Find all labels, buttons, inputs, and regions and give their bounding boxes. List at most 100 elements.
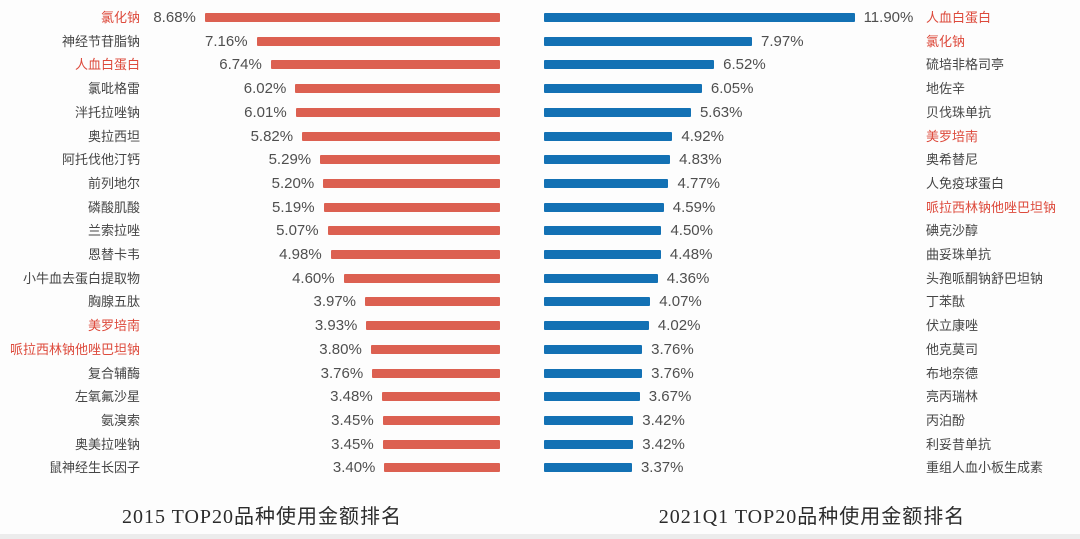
chart-row: 曲妥珠单抗 4.48% xyxy=(544,243,1080,267)
chart-2021q1-panel: 人血白蛋白 11.90% 氯化钠 7.97% 硫培非格司亭 6.52% 地佐辛 6.05% 贝伐… xyxy=(544,6,1080,480)
drug-name-label: 前列地尔 xyxy=(87,175,140,191)
drug-name-label: 鼠神经生长因子 xyxy=(48,460,140,476)
value-label: 3.80% xyxy=(319,340,362,358)
drug-name-label: 美罗培南 xyxy=(926,128,979,144)
drug-name-label: 他克莫司 xyxy=(926,341,979,357)
drug-name-label: 复合辅酶 xyxy=(87,365,140,381)
value-label: 11.90% xyxy=(863,9,914,26)
drug-name-label: 恩替卡韦 xyxy=(87,247,140,262)
drug-name-label: 美罗培南 xyxy=(87,318,140,334)
value-label: 3.76% xyxy=(651,340,694,358)
bar-2015 xyxy=(256,36,500,46)
drug-name-label: 头孢哌酮钠舒巴坦钠 xyxy=(926,270,1044,286)
chart-row: 头孢哌酮钠舒巴坦钠 4.36% xyxy=(544,267,1080,291)
value-label: 4.48% xyxy=(669,246,713,263)
bar-2015 xyxy=(370,344,500,354)
bar-2015 xyxy=(330,250,500,259)
chart-2015-caption: 2015 TOP20品种使用金额排名 xyxy=(121,506,403,528)
drug-name-label: 兰索拉唑 xyxy=(87,223,140,239)
value-label: 4.60% xyxy=(292,269,335,287)
bar-2021q1 xyxy=(544,297,651,307)
chart-row: 地佐辛 6.05% xyxy=(544,77,1080,101)
drug-name-label: 人血白蛋白 xyxy=(926,10,992,25)
value-label: 3.42% xyxy=(642,411,685,429)
chart-row: 小牛血去蛋白提取物 4.60% xyxy=(0,267,500,291)
bar-2015 xyxy=(204,13,500,22)
drug-name-label: 丁苯酞 xyxy=(926,294,966,310)
chart-row: 泮托拉唑钠 6.01% xyxy=(0,101,500,125)
drug-name-label: 氯吡格雷 xyxy=(87,81,140,97)
drug-name-label: 小牛血去蛋白提取物 xyxy=(22,270,140,286)
chart-row: 兰索拉唑 5.07% xyxy=(0,219,500,243)
value-label: 5.19% xyxy=(272,198,315,216)
chart-row: 利妥昔单抗 3.42% xyxy=(544,433,1080,457)
value-label: 4.59% xyxy=(672,198,716,216)
bar-2021q1 xyxy=(544,60,715,70)
bar-2021q1 xyxy=(544,344,643,354)
bar-2021q1 xyxy=(544,368,643,378)
chart-row: 哌拉西林钠他唑巴坦钠 3.80% xyxy=(0,338,500,362)
value-label: 4.77% xyxy=(677,174,721,192)
drug-name-label: 氯化钠 xyxy=(100,10,140,25)
drug-name-label: 重组人血小板生成素 xyxy=(926,460,1044,476)
bar-2021q1 xyxy=(544,107,691,117)
chart-row: 美罗培南 3.93% xyxy=(0,314,500,338)
chart-row: 人血白蛋白 11.90% xyxy=(544,6,1080,30)
value-label: 5.07% xyxy=(276,222,319,240)
bar-2015 xyxy=(295,84,500,94)
value-label: 4.36% xyxy=(666,269,710,287)
bar-2021q1 xyxy=(544,178,669,188)
value-label: 3.67% xyxy=(648,388,692,406)
value-label: 6.05% xyxy=(710,80,754,98)
chart-row: 氯化钠 8.68% xyxy=(0,6,500,30)
drug-name-label: 人免疫球蛋白 xyxy=(926,175,1005,191)
drug-name-label: 奥希替尼 xyxy=(926,152,979,168)
chart-row: 他克莫司 3.76% xyxy=(544,338,1080,362)
drug-name-label: 丙泊酚 xyxy=(926,412,966,428)
bar-2015 xyxy=(302,131,500,141)
drug-name-label: 氯化钠 xyxy=(926,33,966,49)
drug-name-label: 泮托拉唑钠 xyxy=(74,104,140,120)
chart-row: 奥拉西坦 5.82% xyxy=(0,125,500,149)
chart-row: 磷酸肌酸 5.19% xyxy=(0,196,500,220)
chart-row: 氯化钠 7.97% xyxy=(544,30,1080,54)
chart-row: 碘克沙醇 4.50% xyxy=(544,219,1080,243)
drug-name-label: 贝伐珠单抗 xyxy=(926,104,992,120)
bar-2021q1 xyxy=(544,36,753,46)
value-label: 3.37% xyxy=(640,459,684,477)
value-label: 8.68% xyxy=(153,9,196,26)
drug-name-label: 奥拉西坦 xyxy=(87,128,140,144)
chart-row: 阿托伐他汀钙 5.29% xyxy=(0,148,500,172)
value-label: 5.20% xyxy=(271,174,315,192)
bar-2015 xyxy=(323,178,500,188)
chart-row: 布地奈德 3.76% xyxy=(544,362,1080,386)
bar-2021q1 xyxy=(544,13,855,22)
value-label: 6.52% xyxy=(723,56,766,74)
value-label: 6.02% xyxy=(243,80,287,98)
chart-row: 人免疫球蛋白 4.77% xyxy=(544,172,1080,196)
chart-row: 人血白蛋白 6.74% xyxy=(0,53,500,77)
chart-row: 丙泊酚 3.42% xyxy=(544,409,1080,433)
chart-row: 神经节苷脂钠 7.16% xyxy=(0,30,500,54)
chart-row: 重组人血小板生成素 3.37% xyxy=(544,456,1080,480)
bar-2021q1 xyxy=(544,131,673,141)
chart-row: 贝伐珠单抗 5.63% xyxy=(544,101,1080,125)
chart-2021q1-caption: 2021Q1 TOP20品种使用金额排名 xyxy=(658,506,966,528)
bar-2021q1 xyxy=(544,273,658,283)
chart-row: 美罗培南 4.92% xyxy=(544,125,1080,149)
bar-2021q1 xyxy=(544,439,634,449)
value-label: 5.29% xyxy=(268,151,312,169)
drug-name-label: 氨溴索 xyxy=(100,412,140,428)
bar-2015 xyxy=(372,368,500,378)
value-label: 6.74% xyxy=(219,56,262,74)
bar-2015 xyxy=(384,463,500,473)
bar-2021q1 xyxy=(544,415,634,425)
bar-2015 xyxy=(365,297,500,307)
drug-name-label: 胸腺五肽 xyxy=(87,294,140,310)
chart-row: 硫培非格司亭 6.52% xyxy=(544,53,1080,77)
bar-2015 xyxy=(323,202,500,212)
drug-name-label: 奥美拉唑钠 xyxy=(74,436,140,452)
bar-2015 xyxy=(270,60,500,70)
drug-name-label: 阿托伐他汀钙 xyxy=(61,152,140,168)
bottom-edge-decoration xyxy=(0,534,1080,539)
